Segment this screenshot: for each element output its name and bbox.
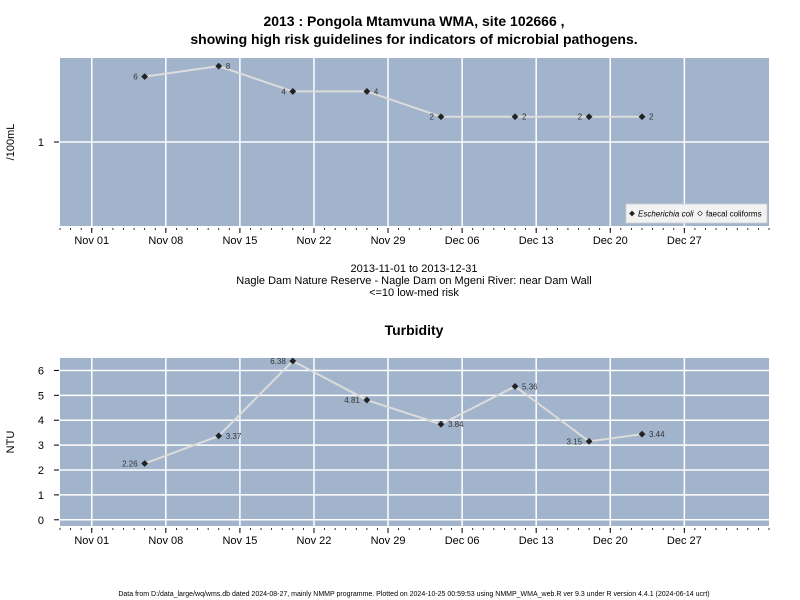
legend-label: faecal coliforms: [706, 210, 762, 219]
x-tick-label: Nov 08: [148, 235, 183, 247]
y-tick-label: 3: [38, 440, 44, 452]
data-label: 4: [374, 87, 379, 96]
data-point: [511, 113, 519, 121]
y-tick-label: 0: [38, 515, 44, 527]
data-point: [363, 396, 371, 404]
y-tick-label: 1: [38, 137, 44, 149]
x-tick-label: Nov 29: [371, 235, 406, 247]
data-label: 8: [226, 62, 231, 71]
y-tick-label: 1: [38, 490, 44, 502]
subtitle-date-range: 2013-11-01 to 2013-12-31: [350, 263, 477, 275]
y-tick-label: 4: [38, 415, 44, 427]
data-point: [638, 113, 646, 121]
plot-panel: [60, 358, 769, 526]
data-point: [215, 62, 223, 70]
x-tick-label: Nov 22: [297, 535, 332, 547]
x-tick-label: Nov 01: [74, 235, 109, 247]
data-point: [141, 73, 149, 81]
page-title-line1: 2013 : Pongola Mtamvuna WMA, site 102666…: [263, 13, 564, 29]
data-point: [363, 88, 371, 95]
x-tick-label: Nov 15: [222, 535, 257, 547]
data-label: 4: [281, 87, 286, 96]
data-label: 3.84: [448, 420, 464, 429]
page-title-line2: showing high risk guidelines for indicat…: [190, 31, 637, 47]
data-label: 6: [133, 73, 138, 82]
y-axis-label: /100mL: [5, 124, 17, 161]
data-point: [215, 432, 223, 440]
x-tick-label: Nov 01: [74, 535, 109, 547]
data-label: 6.38: [270, 357, 286, 366]
series-line: [144, 359, 643, 465]
x-tick-label: Dec 06: [445, 535, 480, 547]
x-tick-label: Nov 22: [297, 235, 332, 247]
data-point: [289, 88, 297, 95]
x-tick-label: Nov 29: [371, 535, 406, 547]
data-label: 3.37: [226, 432, 242, 441]
y-tick-label: 2: [38, 465, 44, 477]
data-point: [638, 430, 646, 438]
data-point: [289, 357, 297, 365]
x-tick-label: Dec 27: [667, 535, 702, 547]
x-tick-label: Dec 20: [593, 235, 628, 247]
subtitle-site: Nagle Dam Nature Reserve - Nagle Dam on …: [236, 275, 591, 287]
x-tick-label: Dec 20: [593, 535, 628, 547]
open-diamond-icon: [697, 210, 703, 217]
y-tick-label: 6: [38, 365, 44, 377]
bacteria-chart: Nov 01 Nov 08 Nov 15 Nov 22 Nov 29 Dec 06 Dec …: [5, 58, 770, 247]
filled-diamond-icon: [629, 210, 635, 217]
x-tick-label: Dec 27: [667, 235, 702, 247]
data-point: [585, 113, 593, 121]
x-tick-label: Dec 13: [519, 235, 554, 247]
data-point: [141, 460, 149, 467]
subtitle-risk: <=10 low-med risk: [369, 287, 459, 299]
x-tick-label: Nov 15: [222, 235, 257, 247]
legend-label: Escherichia coli: [638, 210, 694, 219]
data-label: 3.15: [567, 437, 583, 446]
data-point: [437, 420, 445, 428]
data-label: 2: [430, 113, 435, 122]
legend-box: [625, 203, 768, 224]
x-tick-label: Dec 13: [519, 535, 554, 547]
series-line: [144, 65, 643, 118]
data-point: [585, 437, 593, 445]
turbidity-chart-title: Turbidity: [385, 322, 444, 338]
data-label: 2.26: [122, 460, 138, 469]
y-tick-label: 5: [38, 390, 44, 402]
x-tick-label: Dec 06: [445, 235, 480, 247]
x-tick-label: Nov 08: [148, 535, 183, 547]
footer-note: Data from D:/data_large/wq/wms.db dated …: [118, 591, 709, 598]
data-label: 2: [522, 113, 527, 122]
data-label: 3.44: [649, 430, 665, 439]
data-label: 4.81: [344, 396, 360, 405]
turbidity-chart: Nov 01 Nov 08 Nov 15 Nov 22 Nov 29 Dec 06 Dec …: [5, 357, 770, 547]
data-point: [511, 382, 519, 390]
y-axis-label: NTU: [5, 431, 17, 454]
data-label: 2: [649, 113, 654, 122]
data-label: 5.36: [522, 382, 538, 391]
data-point: [437, 113, 445, 121]
data-label: 2: [578, 113, 583, 122]
